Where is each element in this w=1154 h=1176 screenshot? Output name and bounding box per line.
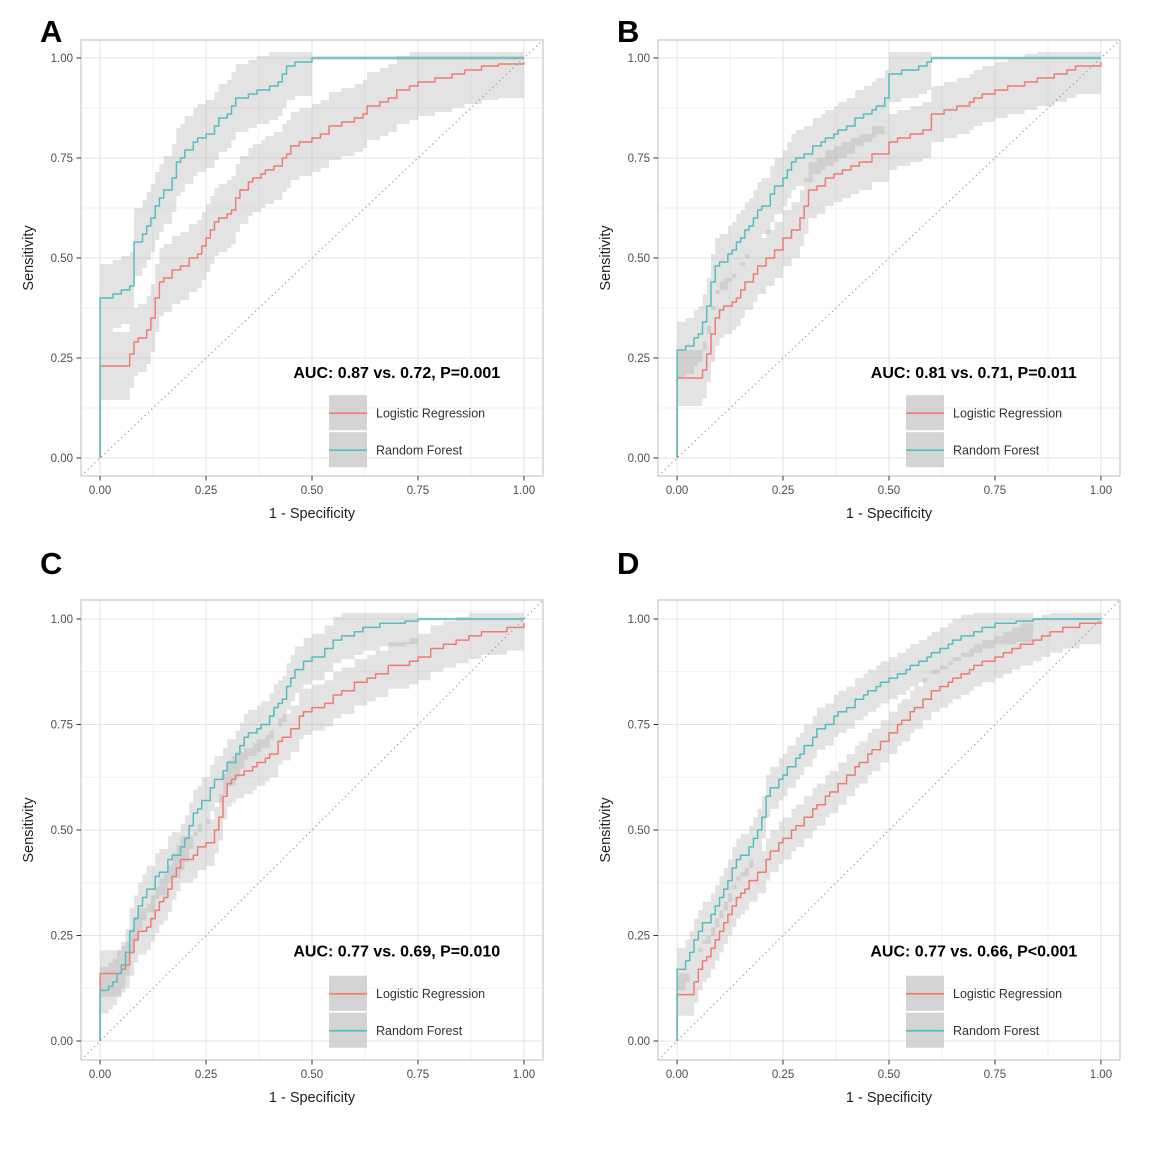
x-tick-label: 0.50: [300, 485, 322, 497]
x-axis-title: 1 - Specificity: [268, 506, 355, 522]
chance-diagonal-line: [657, 599, 1120, 1061]
y-tick-label: 1.00: [627, 53, 649, 65]
y-tick-label: 1.00: [627, 614, 649, 626]
panel-d-cell: D 0.00 0.00 0.25 0.25 0.50 0.50 0.75 0.75 1.00 1.…: [577, 540, 1154, 1176]
x-tick-label: 1.00: [1089, 1069, 1111, 1081]
y-tick-label: 0.25: [627, 931, 649, 943]
roc-line-logistic-regression: [98, 62, 525, 458]
x-tick-label: 0.50: [877, 1069, 899, 1081]
panel-a-roc-plot: 0.00 0.00 0.25 0.25 0.50 0.50 0.75 0.75 1.00 1.00…: [21, 39, 544, 522]
x-tick-label: 0.50: [300, 1069, 322, 1081]
x-tick-label: 0.00: [665, 485, 687, 497]
roc-line-logistic-regression: [98, 623, 525, 1041]
x-tick-label: 0.25: [194, 485, 216, 497]
legend-label-logistic-regression: Logistic Regression: [953, 407, 1062, 421]
x-axis-title: 1 - Specificity: [845, 1090, 932, 1106]
y-tick-label: 0.25: [50, 931, 72, 943]
roc-line-random-forest: [675, 57, 1101, 458]
x-tick-label: 0.75: [983, 1069, 1005, 1081]
legend-label-random-forest: Random Forest: [953, 1024, 1040, 1038]
y-tick-label: 0.75: [50, 153, 72, 165]
x-tick-label: 0.75: [983, 485, 1005, 497]
panel-c-cell: C 0.00 0.00 0.25 0.25 0.50 0.50 0.75 0.75 1.00 1.…: [0, 540, 577, 1176]
ci-band-logistic-regression: [99, 612, 524, 1048]
y-tick-label: 0.00: [627, 453, 649, 465]
x-tick-label: 1.00: [1089, 485, 1111, 497]
x-tick-label: 0.25: [771, 485, 793, 497]
y-tick-label: 0.50: [50, 825, 72, 837]
x-tick-label: 0.00: [88, 1069, 110, 1081]
x-tick-label: 0.25: [771, 1069, 793, 1081]
ci-band-logistic-regression: [99, 52, 524, 464]
legend-label-logistic-regression: Logistic Regression: [376, 407, 485, 421]
x-tick-label: 0.00: [88, 485, 110, 497]
y-axis-title: Sensitivity: [598, 225, 614, 291]
panel-a-label: A: [40, 14, 63, 49]
legend-label-logistic-regression: Logistic Regression: [376, 987, 485, 1001]
y-tick-label: 0.25: [627, 353, 649, 365]
y-axis-title: Sensitivity: [21, 225, 37, 291]
panel-d-roc-plot: 0.00 0.00 0.25 0.25 0.50 0.50 0.75 0.75 1.00 1.00…: [598, 599, 1121, 1106]
x-axis-title: 1 - Specificity: [845, 506, 932, 522]
y-tick-label: 0.25: [50, 353, 72, 365]
y-tick-label: 0.75: [50, 719, 72, 731]
panel-c-roc-plot: 0.00 0.00 0.25 0.25 0.50 0.50 0.75 0.75 1.00 1.00…: [21, 599, 544, 1106]
auc-annotation: AUC: 0.77 vs. 0.69, P=0.010: [293, 944, 500, 961]
y-tick-label: 1.00: [50, 614, 72, 626]
ci-band-random-forest: [99, 52, 524, 464]
auc-annotation: AUC: 0.81 vs. 0.71, P=0.011: [870, 365, 1076, 382]
y-tick-label: 0.75: [627, 153, 649, 165]
y-tick-label: 1.00: [50, 53, 72, 65]
chance-diagonal-line: [657, 39, 1120, 477]
x-tick-label: 1.00: [512, 1069, 534, 1081]
y-tick-label: 0.50: [627, 825, 649, 837]
panel-b-label: B: [617, 14, 640, 49]
roc-line-logistic-regression: [675, 621, 1102, 1041]
y-axis-title: Sensitivity: [598, 797, 614, 863]
chance-diagonal-line: [80, 39, 543, 477]
panel-a-cell: A 0.00 0.00 0.25 0.25 0.50 0.50 0.75 0.75 1.00 1.…: [0, 0, 577, 540]
auc-annotation: AUC: 0.77 vs. 0.66, P<0.001: [870, 944, 1077, 961]
y-tick-label: 0.75: [627, 719, 649, 731]
x-tick-label: 0.25: [194, 1069, 216, 1081]
x-tick-label: 0.75: [406, 485, 428, 497]
roc-line-random-forest: [98, 57, 524, 458]
x-tick-label: 0.50: [877, 485, 899, 497]
x-tick-label: 0.00: [665, 1069, 687, 1081]
roc-line-logistic-regression: [675, 62, 1102, 458]
y-tick-label: 0.00: [627, 1036, 649, 1048]
panel-d-label: D: [617, 546, 640, 581]
ci-band-random-forest: [99, 612, 524, 1048]
y-tick-label: 0.50: [627, 253, 649, 265]
ci-band-random-forest: [676, 52, 1101, 464]
chance-diagonal-line: [80, 599, 543, 1061]
roc-line-random-forest: [675, 618, 1101, 1041]
legend-label-logistic-regression: Logistic Regression: [953, 987, 1062, 1001]
x-axis-title: 1 - Specificity: [268, 1090, 355, 1106]
x-tick-label: 0.75: [406, 1069, 428, 1081]
ci-band-logistic-regression: [676, 52, 1101, 464]
panel-b-roc-plot: 0.00 0.00 0.25 0.25 0.50 0.50 0.75 0.75 1.00 1.00…: [598, 39, 1121, 522]
x-tick-label: 1.00: [512, 485, 534, 497]
panel-c-label: C: [40, 546, 63, 581]
y-axis-title: Sensitivity: [21, 797, 37, 863]
y-tick-label: 0.00: [50, 1036, 72, 1048]
roc-line-random-forest: [98, 618, 524, 1041]
y-tick-label: 0.00: [50, 453, 72, 465]
legend-label-random-forest: Random Forest: [376, 444, 463, 458]
panel-b-cell: B 0.00 0.00 0.25 0.25 0.50 0.50 0.75 0.75 1.00 1.…: [577, 0, 1154, 540]
y-tick-label: 0.50: [50, 253, 72, 265]
legend-label-random-forest: Random Forest: [376, 1024, 463, 1038]
legend-label-random-forest: Random Forest: [953, 444, 1040, 458]
auc-annotation: AUC: 0.87 vs. 0.72, P=0.001: [293, 365, 500, 382]
